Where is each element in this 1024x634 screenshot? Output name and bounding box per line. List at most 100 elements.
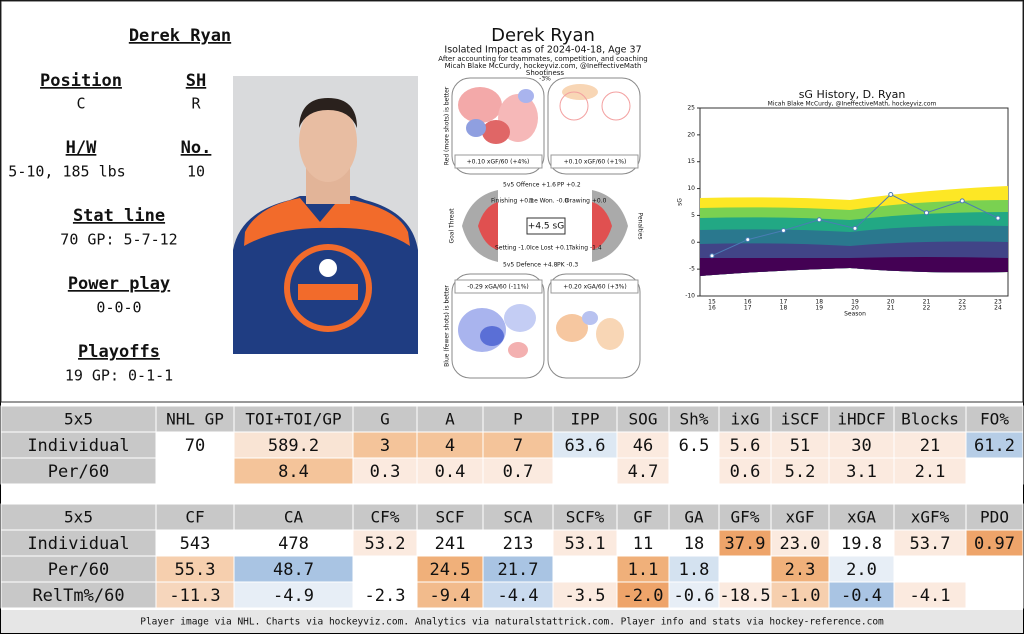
cell xyxy=(352,431,418,459)
cell xyxy=(668,555,720,583)
cell-value: 241 xyxy=(435,534,466,554)
impact-label: PK -0.3 xyxy=(557,262,578,269)
cell-value: 1.1 xyxy=(628,560,659,580)
stat-tables: 5x5 NHL GP TOI+TOI/GP G A P IPP SOG Sh% ixG iSCF iH… xyxy=(0,405,1024,609)
cell-value: -11.3 xyxy=(169,586,220,606)
axis-label: Red (more shots) is better xyxy=(444,86,451,165)
cell-value: -4.9 xyxy=(273,586,314,606)
cell xyxy=(828,529,895,557)
chart-subtitle: Micah Blake McCurdy, @IneffectiveMath, h… xyxy=(768,101,937,108)
profile: Derek Ryan Position SH C R H/W No. 5-10,… xyxy=(8,26,231,385)
impact-subtitle: Isolated Impact as of 2024-04-18, Age 37 xyxy=(444,45,641,56)
header-cell xyxy=(416,503,484,531)
cell xyxy=(155,529,235,557)
cell xyxy=(552,457,618,485)
y-tick-label: 25 xyxy=(687,105,695,112)
x-tick-label: 21 xyxy=(887,305,895,312)
cell-value: 24.5 xyxy=(430,560,471,580)
x-tick-label: 22 xyxy=(958,299,966,306)
label-box xyxy=(550,279,639,294)
header-label: 5x5 xyxy=(64,508,93,527)
cell-value: -3.5 xyxy=(565,586,606,606)
label: Stat line xyxy=(73,206,165,226)
impact-label: Setting -1.0 xyxy=(495,245,530,252)
cell-value: 6.5 xyxy=(679,436,710,456)
cell-value: -18.5 xyxy=(719,586,770,606)
cell xyxy=(416,529,484,557)
header-cell xyxy=(893,503,967,531)
x-tick-label: 16 xyxy=(744,299,752,306)
cell xyxy=(893,529,967,557)
cell xyxy=(482,555,554,583)
heat xyxy=(508,342,528,358)
cell xyxy=(352,457,418,485)
cell xyxy=(0,457,157,485)
cell-value: 0.3 xyxy=(370,462,401,482)
row-label: Individual xyxy=(27,534,129,554)
cell-value: 4.7 xyxy=(628,462,659,482)
cell xyxy=(416,581,484,609)
row-label: Per/60 xyxy=(48,560,109,580)
header-cell xyxy=(416,405,484,433)
heat xyxy=(480,326,504,346)
cell xyxy=(155,431,235,459)
header-cell xyxy=(482,503,554,531)
cell xyxy=(965,457,1024,485)
row-label: Per/60 xyxy=(48,462,109,482)
cell-value: 51 xyxy=(790,436,810,456)
x-axis-label: Season xyxy=(844,311,866,318)
x-tick-label: 19 xyxy=(815,305,823,312)
sg-point xyxy=(924,210,929,216)
cell-value: -1.0 xyxy=(780,586,821,606)
cell xyxy=(718,457,772,485)
header-label: SCF xyxy=(436,508,465,527)
x-tick-label: 19 xyxy=(851,299,859,306)
cell xyxy=(352,581,418,609)
cell-value: 0.7 xyxy=(503,462,534,482)
heat xyxy=(458,87,502,123)
chart-title: sG History, D. Ryan xyxy=(799,88,906,101)
header-cell xyxy=(616,503,670,531)
header-cell xyxy=(0,503,157,531)
header-label: A xyxy=(445,410,455,429)
cell xyxy=(718,555,772,583)
header-label: xGF% xyxy=(911,508,950,527)
header-label: IPP xyxy=(571,410,600,429)
cell xyxy=(893,555,967,583)
header-cell xyxy=(965,405,1024,433)
header-label: Blocks xyxy=(901,410,959,429)
cell xyxy=(770,457,830,485)
cell xyxy=(352,529,418,557)
value: 19 GP: 0-1-1 xyxy=(65,367,173,385)
cell-value: 70 xyxy=(185,436,205,456)
header-cell xyxy=(482,405,554,433)
impact-label: Drawing +0.0 xyxy=(565,198,607,205)
shootiness-value: -3% xyxy=(539,76,551,83)
x-tick-label: 23 xyxy=(958,305,966,312)
header-label: NHL GP xyxy=(166,410,224,429)
sg-history-chart: sG History, D. Ryan Micah Blake McCurdy,… xyxy=(677,88,1009,318)
label: Position xyxy=(40,71,122,91)
y-tick-label: -5 xyxy=(689,266,695,273)
cell xyxy=(828,457,895,485)
cell xyxy=(616,555,670,583)
cell-value: 30 xyxy=(851,436,871,456)
cell-value: 5.6 xyxy=(730,436,761,456)
x-tick-label: 18 xyxy=(815,299,823,306)
value: 0-0-0 xyxy=(96,299,141,317)
shootiness-label: Shootiness xyxy=(526,69,565,77)
cell-value: -9.4 xyxy=(430,586,471,606)
impact-title: Derek Ryan xyxy=(491,25,595,46)
value: C xyxy=(76,95,85,113)
header-cell xyxy=(770,405,830,433)
header-label: xGF xyxy=(786,508,815,527)
y-tick-label: 15 xyxy=(687,158,695,165)
y-tick-label: 20 xyxy=(687,131,695,138)
header-cell xyxy=(965,503,1024,531)
header-label: TOI+TOI/GP xyxy=(245,410,341,429)
x-tick-label: 16 xyxy=(708,305,716,312)
x-tick-label: 17 xyxy=(744,305,752,312)
x-tick-label: 20 xyxy=(887,299,895,306)
y-tick-label: 10 xyxy=(687,185,695,192)
